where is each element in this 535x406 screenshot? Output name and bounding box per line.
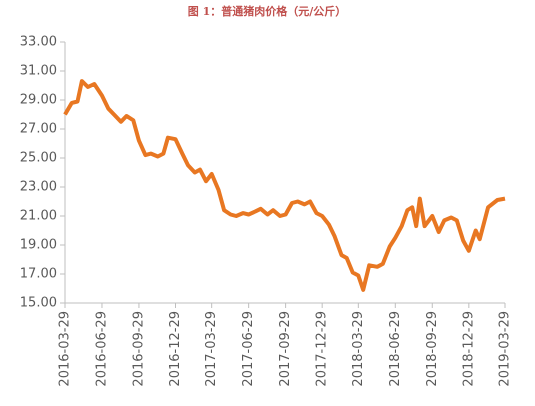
y-tick-label: 23.00 [20,180,57,195]
y-tick-label: 33.00 [20,35,57,50]
y-tick-label: 17.00 [20,267,57,282]
y-tick-label: 27.00 [20,122,57,137]
y-tick-label: 25.00 [20,151,57,166]
x-tick-label: 2016-09-29 [131,311,146,387]
x-tick-label: 2017-03-29 [204,311,219,387]
x-tick-label: 2017-06-29 [241,311,256,387]
x-tick-label: 2016-06-29 [94,311,109,387]
x-tick-label: 2019-03-29 [498,311,513,387]
y-tick-label: 15.00 [20,296,57,311]
line-series [63,79,506,292]
y-tick-label: 19.00 [20,238,57,253]
x-tick-label: 2017-12-29 [315,311,330,387]
x-tick-label: 2018-06-29 [388,311,403,387]
x-tick-label: 2016-12-29 [168,311,183,387]
x-tick-label: 2017-09-29 [278,311,293,387]
y-tick-label: 31.00 [20,64,57,79]
y-tick-label: 21.00 [20,209,57,224]
x-tick-label: 2018-03-29 [351,311,366,387]
y-tick-label: 29.00 [20,93,57,108]
x-tick-label: 2018-09-29 [425,311,440,387]
x-tick-label: 2018-12-29 [461,311,476,387]
x-tick-label: 2016-03-29 [58,311,73,387]
chart-title: 图 1：普通猪肉价格（元/公斤） [188,4,347,18]
